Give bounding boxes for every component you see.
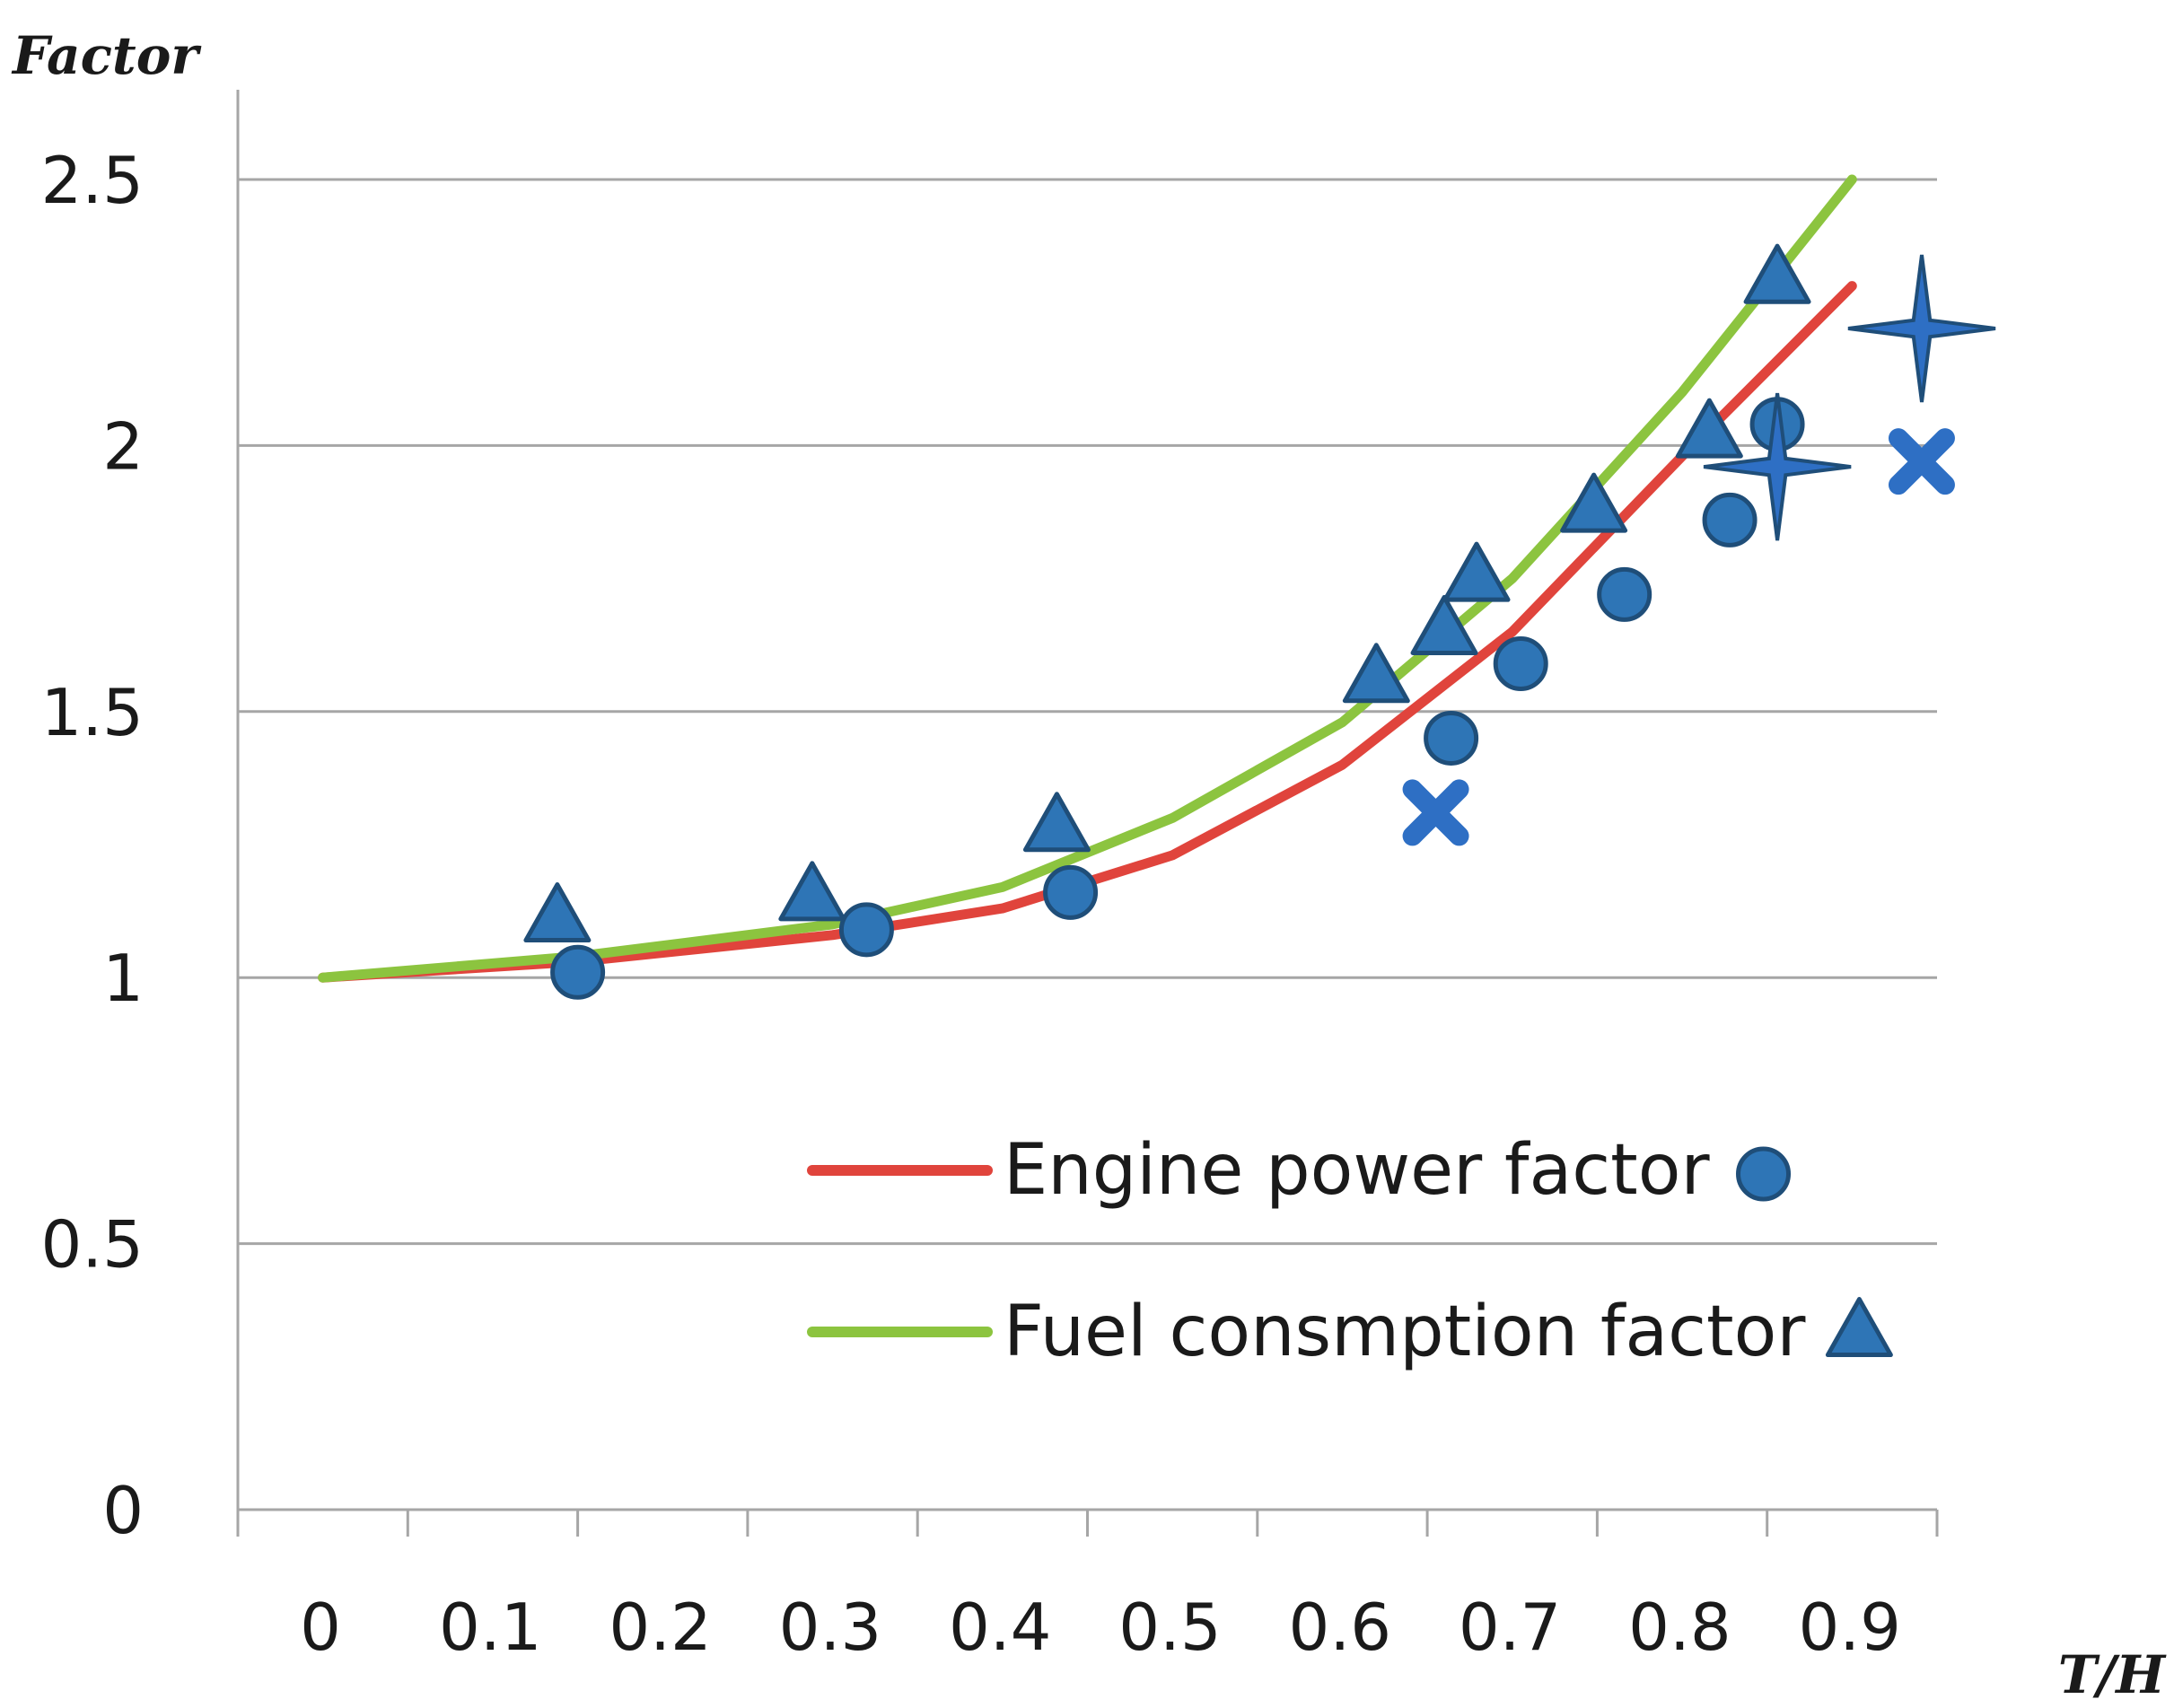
x-tick-label-0.7: 0.7 (1459, 1590, 1562, 1665)
y-tick-label-2.5: 2.5 (40, 143, 144, 218)
star-marker-1 (1703, 392, 1852, 541)
x-tick-label-0.3: 0.3 (779, 1590, 882, 1665)
x-tick-label-0.4: 0.4 (949, 1590, 1052, 1665)
triangle-marker-5 (1442, 541, 1511, 602)
series-line-engine (318, 281, 1857, 983)
y-tick-label-2: 2 (102, 408, 144, 484)
circle-marker-3 (1424, 710, 1479, 766)
circle-marker-4 (1493, 635, 1548, 691)
x-tick-label-0.2: 0.2 (609, 1590, 712, 1665)
circle-marker-1 (838, 902, 894, 958)
circle-marker-6 (1702, 492, 1758, 547)
y-tick-label-1: 1 (102, 941, 144, 1016)
x-axis-title: T/H (2058, 1644, 2167, 1705)
gridlines (238, 178, 1937, 1246)
triangle-marker-0 (523, 882, 592, 943)
series-lines (318, 174, 1857, 983)
x-tick-label-0.5: 0.5 (1118, 1590, 1222, 1665)
triangle-marker-7 (1675, 398, 1743, 459)
star-marker-0 (1847, 254, 1996, 403)
axes (236, 90, 1939, 1537)
cross-marker-0 (1402, 779, 1469, 846)
circle-marker-0 (550, 944, 606, 1000)
triangle-marker-3 (1342, 643, 1410, 704)
triangle-marker-6 (1560, 472, 1628, 533)
legend-label-engine: Engine power factor (1004, 1130, 1710, 1211)
legend-label-fuel: Fuel consmption factor (1004, 1292, 1806, 1372)
triangle-marker-4 (1410, 594, 1478, 655)
triangle-marker-1 (778, 861, 846, 922)
legend-marker-circle (1736, 1146, 1792, 1202)
tick-labels: 0 0.5 1 1.5 2 2.5 0 0.1 0.2 0.3 0.4 0.5 0.6 0.7 0.8 0.9 (40, 143, 1900, 1665)
y-tick-label-1.5: 1.5 (40, 675, 144, 750)
x-tick-label-0.6: 0.6 (1289, 1590, 1392, 1665)
y-axis-title: Factor (11, 25, 202, 86)
circle-marker-5 (1597, 566, 1652, 622)
x-tick-label-0.8: 0.8 (1628, 1590, 1731, 1665)
cross-marker-1 (1888, 428, 1955, 495)
triangle-marker-8 (1743, 243, 1811, 304)
legend: Engine power factor Fuel consmption facto… (807, 1130, 1893, 1372)
x-tick-label-0: 0 (300, 1590, 341, 1665)
legend-marker-triangle (1825, 1297, 1893, 1358)
y-tick-label-0.5: 0.5 (40, 1207, 144, 1283)
y-tick-label-0: 0 (102, 1473, 144, 1548)
triangle-marker-2 (1022, 792, 1091, 853)
circle-marker-2 (1043, 864, 1099, 920)
series-line-fuel (318, 174, 1857, 983)
data-markers (523, 243, 1996, 1000)
x-tick-label-0.1: 0.1 (439, 1590, 542, 1665)
x-tick-label-0.9: 0.9 (1798, 1590, 1901, 1665)
